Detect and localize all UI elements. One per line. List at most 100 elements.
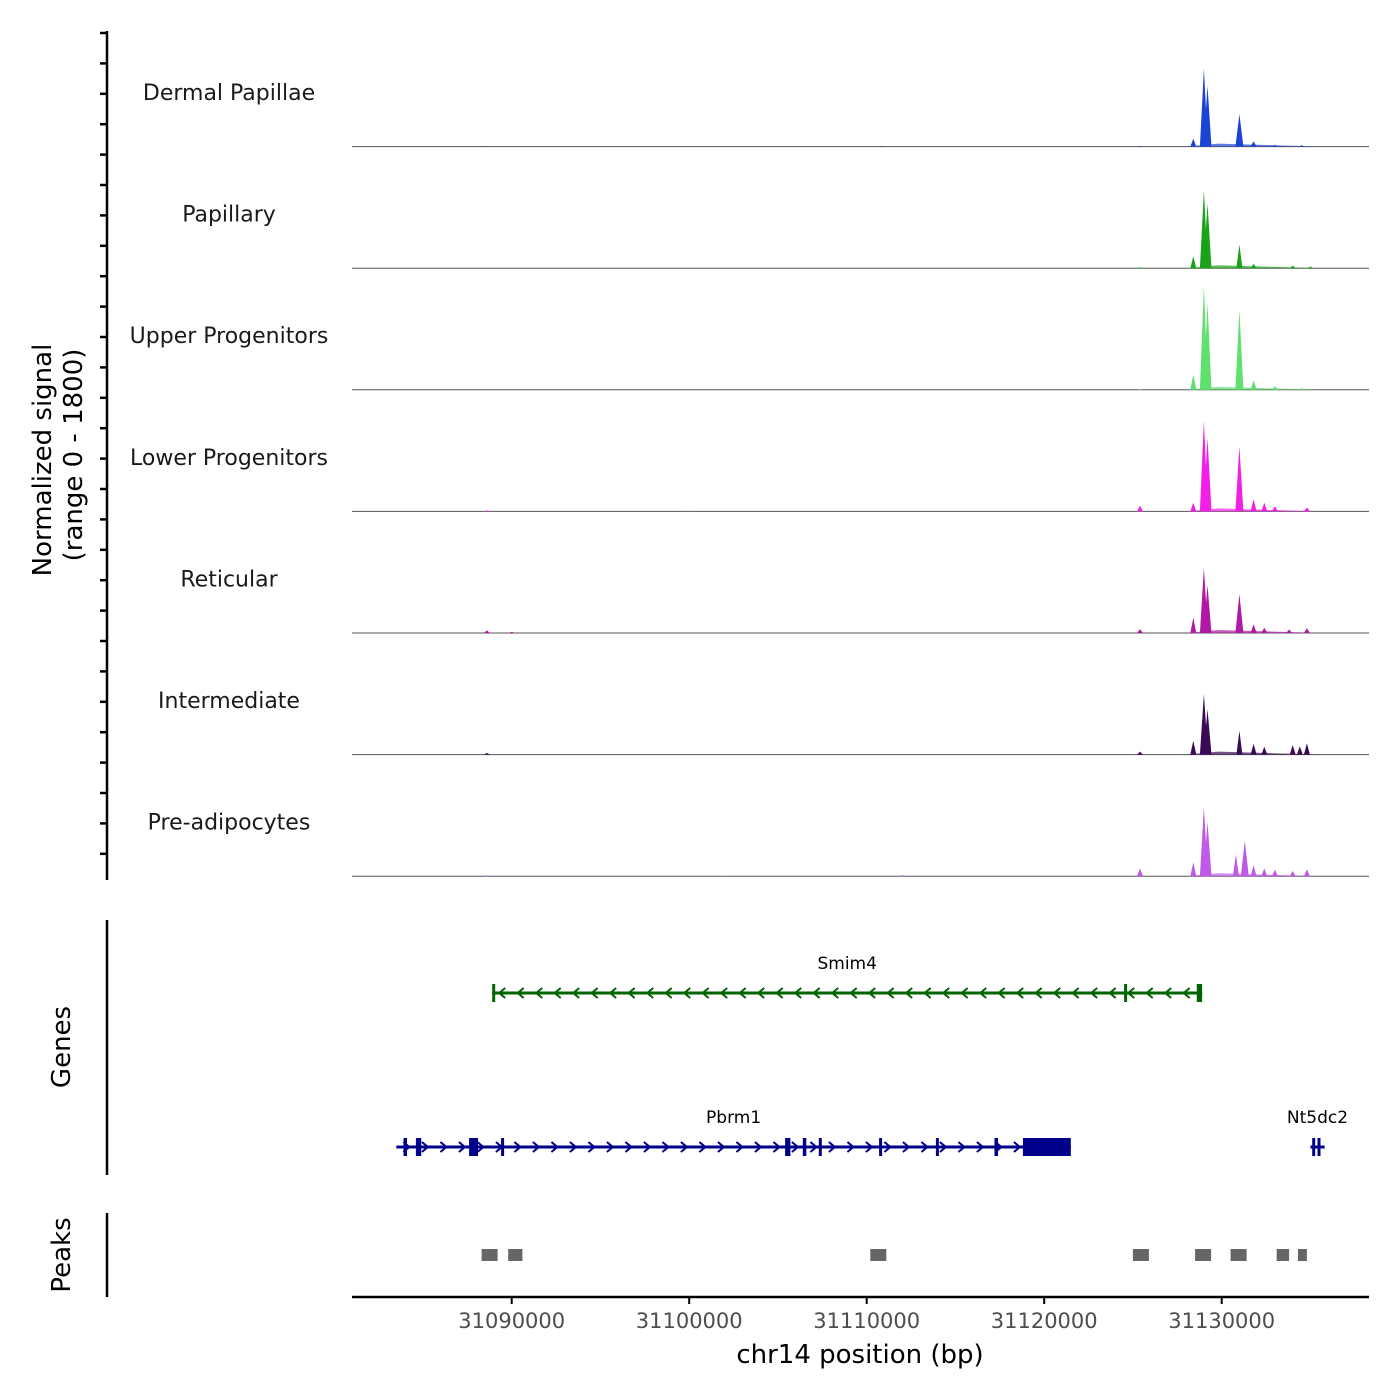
strand-arrow (664, 987, 673, 999)
strand-arrow (661, 1141, 670, 1153)
strand-arrow (976, 1141, 985, 1153)
signal-background (1186, 143, 1322, 147)
track-label: Dermal Papillae (143, 81, 315, 106)
signal-peak (1296, 746, 1303, 755)
peaks-track (481, 1249, 1307, 1261)
strand-arrow (719, 987, 728, 999)
signal-peak (877, 146, 884, 147)
exon (415, 1138, 422, 1156)
strand-arrow (1126, 987, 1135, 999)
strand-arrow (624, 1141, 633, 1153)
track-pre-adipocytes: Pre-adipocytes (148, 806, 1369, 877)
gene-pbrm1: Pbrm1 (396, 1108, 1071, 1156)
strand-arrow (812, 987, 821, 999)
strand-arrow (606, 1141, 615, 1153)
peak-region (508, 1249, 523, 1261)
track-label: Upper Progenitors (130, 324, 329, 349)
exon (1312, 1138, 1316, 1156)
track-dermal-papillae: Dermal Papillae (143, 68, 1369, 148)
track-label: Intermediate (158, 689, 300, 714)
x-axis-ticks: 31090000 31100000 31110000 31120000 31130000 (458, 1297, 1275, 1333)
x-tick-label: 31110000 (813, 1309, 920, 1333)
strand-arrow (701, 987, 710, 999)
signal-peak (1137, 389, 1143, 390)
strand-arrow (957, 1141, 966, 1153)
track-intermediate: Intermediate (158, 689, 1369, 756)
strand-arrow (849, 987, 858, 999)
peak-region (1230, 1249, 1247, 1261)
strand-arrow (738, 987, 747, 999)
peak-region (870, 1249, 887, 1261)
strand-arrow (809, 1141, 818, 1153)
genes-track-title: Genes (47, 1006, 77, 1088)
signal-peak (1235, 594, 1244, 633)
strand-arrow (1071, 987, 1080, 999)
signal-peak (483, 752, 490, 755)
strand-arrow (920, 1141, 929, 1153)
strand-arrow (571, 987, 580, 999)
signal-peak (1203, 822, 1212, 877)
coverage-tracks: Dermal Papillae Papillary Upper Progenitor… (130, 68, 1369, 877)
strand-arrow (867, 987, 876, 999)
signal-peak (1190, 617, 1197, 633)
strand-arrow (717, 1141, 726, 1153)
gene-nt5dc2: Nt5dc2 (1287, 1108, 1348, 1156)
signal-peak (1137, 751, 1143, 755)
signal-peak (899, 875, 906, 877)
signal-peak (1236, 244, 1243, 269)
strand-arrow (1163, 987, 1172, 999)
strand-arrow (1145, 987, 1154, 999)
signal-peak (508, 631, 515, 633)
peak-region (1132, 1249, 1149, 1261)
peaks-track-title: Peaks (47, 1217, 77, 1292)
genes-track: Smim4 Pbrm1 Nt5dc2 (396, 954, 1348, 1156)
strand-arrow (550, 1141, 559, 1153)
signal-peak (1240, 840, 1249, 877)
strand-arrow (830, 987, 839, 999)
strand-arrow (1015, 987, 1024, 999)
track-label: Papillary (182, 203, 276, 228)
signal-peak (1137, 505, 1143, 512)
signal-background (1186, 751, 1322, 755)
strand-arrow (1089, 987, 1098, 999)
strand-arrow (698, 1141, 707, 1153)
strand-arrow (883, 1141, 892, 1153)
peak-region (481, 1249, 498, 1261)
signal-peak (1137, 267, 1143, 269)
signal-peak (1137, 629, 1143, 633)
track-papillary: Papillary (182, 190, 1369, 269)
strand-arrow (923, 987, 932, 999)
y-axis-title-line1: Normalized signal (28, 344, 58, 577)
signal-peak (1190, 862, 1197, 877)
strand-arrow (532, 1141, 541, 1153)
x-axis-title: chr14 position (bp) (736, 1340, 983, 1370)
strand-arrow (569, 1141, 578, 1153)
track-label: Lower Progenitors (130, 446, 328, 471)
strand-arrow (553, 987, 562, 999)
signal-axis-ticks (100, 31, 107, 856)
strand-arrow (476, 1141, 485, 1153)
exon (879, 1138, 883, 1156)
signal-peak (1289, 871, 1296, 877)
signal-peak (1232, 854, 1239, 877)
strand-arrow (904, 987, 913, 999)
signal-peak (483, 875, 490, 877)
strand-arrow (513, 1141, 522, 1153)
signal-background (1186, 265, 1322, 269)
exon (501, 1138, 505, 1156)
signal-background (1186, 386, 1322, 390)
signal-peak (1250, 380, 1257, 390)
signal-peak (1235, 309, 1244, 390)
strand-arrow (1182, 987, 1191, 999)
x-tick-label: 31090000 (458, 1309, 565, 1333)
signal-peak (1137, 145, 1143, 147)
strand-arrow (680, 1141, 689, 1153)
strand-arrow (645, 987, 654, 999)
strand-arrow (458, 1141, 467, 1153)
strand-arrow (590, 987, 599, 999)
gene-label: Pbrm1 (706, 1108, 761, 1128)
track-label: Reticular (180, 567, 278, 592)
peak-region (1298, 1249, 1307, 1261)
exon (403, 1138, 407, 1156)
